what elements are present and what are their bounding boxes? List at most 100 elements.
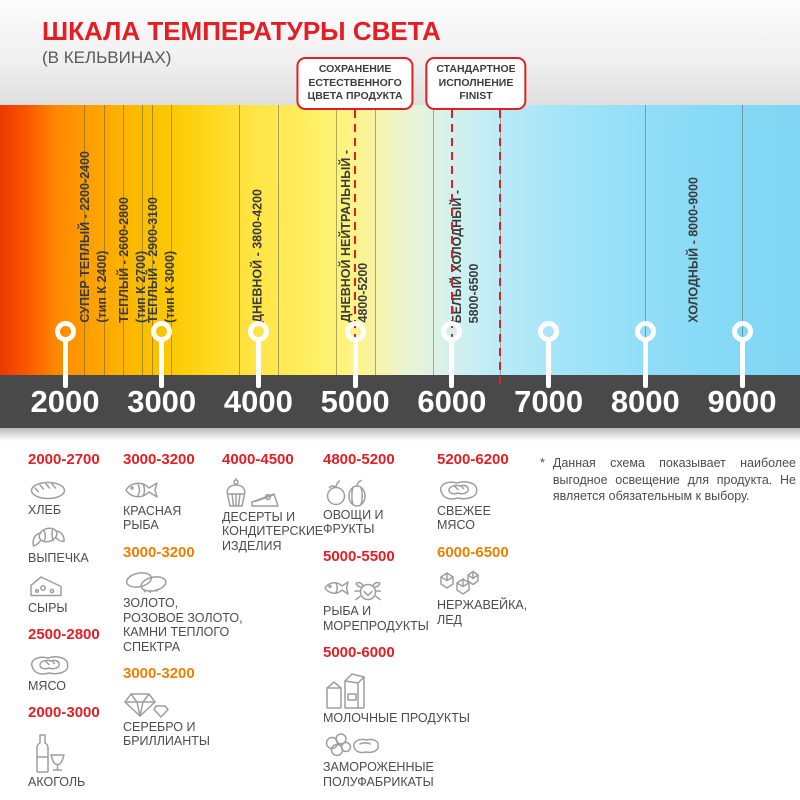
callout-line: СТАНДАРТНОЕ bbox=[436, 63, 516, 75]
croissant-icon bbox=[28, 523, 116, 550]
label-line: АКОГОЛЬ bbox=[28, 774, 86, 789]
category-group: 5000-6000 МОЛОЧНЫЕ ПРОДУКТЫ ЗАМОРОЖЕННЫЕ ПО… bbox=[323, 644, 483, 789]
label-line: МЯСО bbox=[28, 678, 66, 693]
category-group: 5200-6200 СВЕЖЕЕ МЯСО bbox=[437, 451, 537, 533]
zone-label-sub: (тип К 3000) bbox=[162, 250, 177, 323]
zone-label: СУПЕР ТЕПЛЫЙ - 2200-2400 (тип К 2400) bbox=[77, 151, 111, 323]
zone-boundary-line bbox=[335, 105, 337, 375]
category-item: НЕРЖАВЕЙКА, ЛЕД bbox=[437, 569, 537, 627]
category-range-heading: 2500-2800 bbox=[28, 626, 100, 643]
category-item: АКОГОЛЬ bbox=[28, 730, 116, 790]
pin-circle bbox=[441, 321, 463, 342]
label-line: СЫРЫ bbox=[28, 600, 68, 615]
callout-box-2: СТАНДАРТНОЕ ИСПОЛНЕНИЕ FINIST bbox=[425, 57, 527, 110]
diamond-icon bbox=[123, 691, 219, 719]
pin-circle bbox=[634, 321, 656, 342]
pin-circle bbox=[731, 321, 753, 342]
zone-label-main: ТЕПЛЫЙ - 2900-3100 bbox=[145, 197, 160, 323]
category-group: 2000-2700 ХЛЕБ ВЫПЕЧКА СЫРЫ bbox=[28, 451, 116, 616]
label-line: ЗОЛОТО, bbox=[123, 596, 179, 610]
label-line: ВЫПЕЧКА bbox=[28, 551, 89, 565]
category-group: 4000-4500 ДЕСЕРТЫ И КОНДИТЕРСКИЕ ИЗДЕЛИЯ bbox=[222, 451, 324, 554]
category-item-label: РЫБА И МОРЕПРОДУКТЫ bbox=[323, 604, 483, 633]
axis-tick-label: 8000 bbox=[610, 384, 680, 419]
label-line: МОРЕПРОДУКТЫ bbox=[323, 618, 429, 633]
callout-line: ИСПОЛНЕНИЕ bbox=[438, 76, 514, 89]
zone-label-main: ДНЕВНОЙ НЕЙТРАЛЬНЫЙ - bbox=[339, 150, 354, 323]
category-item: ДЕСЕРТЫ И КОНДИТЕРСКИЕ ИЗДЕЛИЯ bbox=[222, 477, 324, 554]
category-item: ЗОЛОТО, РОЗОВОЕ ЗОЛОТО, КАМНИ ТЕПЛОГО СПЕКТ… bbox=[123, 569, 243, 654]
zone-boundary-line bbox=[277, 105, 279, 375]
zone-boundary-line bbox=[374, 105, 376, 375]
dessert-icon bbox=[222, 477, 322, 509]
label-line: БРИЛЛИАНТЫ bbox=[123, 734, 210, 748]
product-categories: 2000-2700 ХЛЕБ ВЫПЕЧКА СЫРЫ 2500-2800 МЯСО 200… bbox=[0, 451, 800, 800]
label-line: КОНДИТЕРСКИЕ bbox=[222, 524, 324, 538]
category-item-label: АКОГОЛЬ bbox=[28, 775, 116, 790]
axis-tick-label: 3000 bbox=[127, 384, 197, 419]
category-group: 3000-3200 СЕРЕБРО И БРИЛЛИАНТЫ bbox=[123, 665, 219, 749]
zone-boundary-line bbox=[142, 105, 144, 375]
category-item: СВЕЖЕЕ МЯСО bbox=[437, 477, 537, 533]
category-item-label: СВЕЖЕЕ МЯСО bbox=[437, 504, 537, 533]
category-item: ЗАМОРОЖЕННЫЕ ПОЛУФАБРИКАТЫ bbox=[323, 731, 483, 789]
category-item: РЫБА И МОРЕПРОДУКТЫ bbox=[323, 573, 483, 633]
zone-boundary-line bbox=[171, 105, 173, 375]
category-group: 2500-2800 МЯСО bbox=[28, 626, 116, 694]
category-item-label: МОЛОЧНЫЕ ПРОДУКТЫ bbox=[323, 711, 483, 726]
produce-icon bbox=[323, 477, 483, 507]
pin-circle bbox=[151, 321, 173, 342]
pin-stem bbox=[159, 340, 165, 388]
label-line: НЕРЖАВЕЙКА, bbox=[437, 598, 528, 612]
label-line: РЫБА И bbox=[323, 604, 372, 618]
zone-label-main: СУПЕР ТЕПЛЫЙ - 2200-2400 bbox=[78, 151, 93, 323]
category-range-heading: 2000-2700 bbox=[28, 451, 100, 468]
axis-tick-label: 4000 bbox=[223, 384, 293, 419]
pin-circle bbox=[344, 321, 366, 342]
zone-label-main: ТЕПЛЫЙ - 2600-2800 bbox=[116, 197, 131, 323]
category-group: 3000-3200 КРАСНАЯ РЫБА bbox=[123, 451, 219, 533]
kelvin-axis-bar bbox=[0, 375, 800, 428]
zone-label-main: ХОЛОДНЫЙ - 8000-9000 bbox=[686, 177, 701, 323]
category-group: 2000-3000 АКОГОЛЬ bbox=[28, 704, 116, 790]
zone-boundary-line bbox=[432, 105, 434, 375]
category-item-label: ВЫПЕЧКА bbox=[28, 551, 116, 566]
category-item-label: ЗОЛОТО, РОЗОВОЕ ЗОЛОТО, КАМНИ ТЕПЛОГО СПЕКТ… bbox=[123, 596, 243, 654]
zone-boundary-line bbox=[645, 105, 647, 375]
cheese-icon bbox=[28, 572, 116, 600]
meat-icon bbox=[28, 652, 116, 678]
category-range-heading: 5200-6200 bbox=[437, 451, 509, 468]
label-line: СЕРЕБРО И bbox=[123, 719, 196, 734]
category-item-label: ДЕСЕРТЫ И КОНДИТЕРСКИЕ ИЗДЕЛИЯ bbox=[222, 510, 324, 554]
axis-shadow bbox=[0, 428, 800, 441]
label-line: ИЗДЕЛИЯ bbox=[222, 538, 282, 553]
category-group: 5000-5500 РЫБА И МОРЕПРОДУКТЫ bbox=[323, 547, 483, 634]
label-line: ОВОЩИ И bbox=[323, 507, 384, 522]
page-subtitle: (В КЕЛЬВИНАХ) bbox=[42, 48, 172, 67]
label-line: КРАСНАЯ bbox=[123, 503, 182, 518]
zone-boundary-line bbox=[742, 105, 743, 375]
label-line: МОЛОЧНЫЕ ПРОДУКТЫ bbox=[323, 710, 470, 725]
pin-stem bbox=[255, 340, 261, 388]
axis-tick-label: 5000 bbox=[320, 384, 390, 419]
zone-boundary-line bbox=[152, 105, 153, 375]
category-item: СЫРЫ bbox=[28, 572, 116, 616]
category-column-1: 2000-2700 ХЛЕБ ВЫПЕЧКА СЫРЫ 2500-2800 МЯСО 200… bbox=[28, 451, 116, 800]
pin-circle bbox=[538, 321, 560, 342]
category-item: ВЫПЕЧКА bbox=[28, 523, 116, 566]
pointer-line-dashed bbox=[354, 110, 357, 388]
alcohol-icon bbox=[28, 730, 116, 774]
category-item-label: КРАСНАЯ РЫБА bbox=[123, 504, 219, 533]
category-column-2: 3000-3200 КРАСНАЯ РЫБА 3000-3200 ЗОЛОТО, РОЗО… bbox=[123, 451, 243, 761]
category-range-heading: 6000-6500 bbox=[437, 543, 509, 561]
dairy-icon bbox=[323, 670, 483, 710]
category-range-heading: 5000-5500 bbox=[323, 547, 395, 565]
category-range-heading: 2000-3000 bbox=[28, 704, 100, 721]
category-item: МОЛОЧНЫЕ ПРОДУКТЫ bbox=[323, 670, 483, 726]
category-item: МЯСО bbox=[28, 652, 116, 694]
zone-label: ХОЛОДНЫЙ - 8000-9000 bbox=[685, 177, 702, 323]
label-line: СПЕКТРА bbox=[123, 639, 181, 654]
pin-circle bbox=[247, 321, 269, 342]
category-item-label: СЕРЕБРО И БРИЛЛИАНТЫ bbox=[123, 720, 219, 749]
